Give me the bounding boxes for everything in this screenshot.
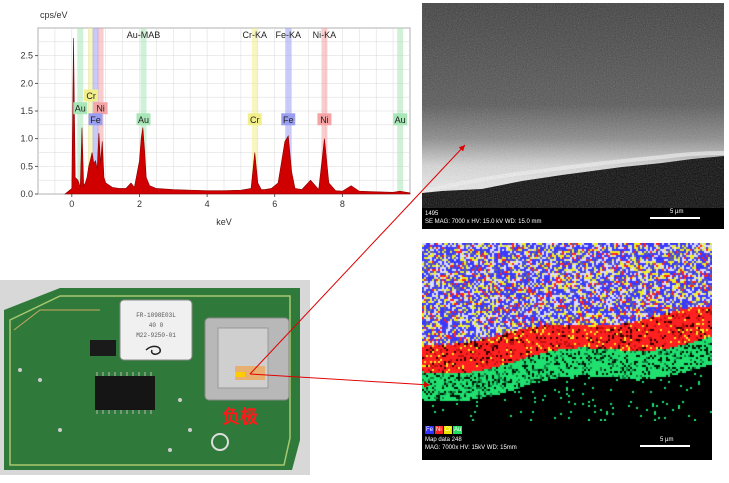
pcb-photo: FR-1098E03L 40 0 M22-9250-01 负极 (0, 280, 310, 475)
element-tag-label: Au (395, 115, 406, 125)
line-label: Fe-KA (275, 30, 301, 40)
y-tick-label: 2.0 (20, 78, 33, 88)
map-scale-bar (640, 445, 690, 447)
element-tag-box (84, 89, 99, 102)
element-tag-label: Au (75, 104, 86, 114)
map-title: Map data 248 (425, 437, 462, 443)
element-tag-box (136, 113, 151, 126)
chip-text-2: 40 0 (149, 322, 164, 329)
element-tag-box (73, 102, 88, 115)
element-line-highlight (88, 28, 95, 194)
chip-text-1: FR-1098E03L (136, 312, 176, 319)
map-legend-item: Cr (443, 426, 453, 434)
negative-label: 负极 (222, 406, 259, 428)
map-scale-label: 5 µm (660, 437, 674, 443)
element-tag-label: Cr (86, 91, 96, 101)
sem-image: 1495 SE MAG: 7000 x HV: 15.0 kV WD: 15.0… (422, 3, 724, 229)
element-tag-box (247, 113, 262, 126)
sem-micrograph (422, 3, 724, 229)
ic-chip (95, 376, 155, 410)
map-legend-item: Ni (435, 426, 443, 434)
sem-scale-bar (650, 217, 700, 219)
y-tick-label: 1.5 (20, 106, 33, 116)
sem-id-label: 1495 (425, 211, 439, 217)
element-line-highlight (285, 28, 292, 194)
eds-map-canvas (422, 243, 712, 421)
line-label: Ni-KA (313, 30, 337, 40)
sem-scale-label: 5 µm (670, 209, 684, 215)
y-tick-label: 0.5 (20, 161, 33, 171)
element-tag-label: Ni (320, 115, 329, 125)
y-tick-label: 2.5 (20, 51, 33, 61)
label-sticker (119, 299, 193, 361)
map-info: MAG: 7000x HV: 15kV WD: 15mm (425, 445, 517, 451)
map-legend-item: Fe (425, 426, 435, 434)
x-axis-label: keV (216, 217, 232, 227)
chip-text-3: M22-9250-01 (136, 332, 176, 339)
element-tag-label: Fe (283, 115, 294, 125)
x-tick-label: 8 (340, 199, 345, 209)
map-legend: Fe Ni Cr Au (425, 426, 463, 434)
element-tag-label: Fe (90, 115, 101, 125)
y-tick-label: 0.0 (20, 189, 33, 199)
element-tag-box (317, 113, 332, 126)
element-line-highlight (140, 28, 147, 194)
element-line-highlight (251, 28, 258, 194)
element-tag-label: Au (138, 115, 149, 125)
element-tag-box (393, 113, 408, 126)
eds-map-image: Fe Ni Cr Au Map data 248 MAG: 7000x HV: 15k… (422, 243, 712, 460)
element-line-highlight (397, 28, 404, 194)
x-tick-label: 0 (69, 199, 74, 209)
element-tag-label: Cr (250, 115, 260, 125)
x-tick-label: 6 (272, 199, 277, 209)
y-tick-label: 1.0 (20, 134, 33, 144)
element-tag-label: Ni (96, 104, 105, 114)
element-tag-box (93, 102, 108, 115)
element-line-highlight (321, 28, 328, 194)
element-tag-box (88, 113, 103, 126)
line-label: Au-MAB (127, 30, 161, 40)
y-axis-label: cps/eV (40, 10, 68, 20)
sem-info-label: SE MAG: 7000 x HV: 15.0 kV WD: 15.0 mm (425, 219, 542, 225)
x-tick-label: 4 (205, 199, 210, 209)
line-labels: Au-MAB Cr-KA Fe-KA Ni-KA (127, 30, 336, 40)
line-label: Cr-KA (243, 30, 268, 40)
map-legend-item: Au (453, 426, 463, 434)
x-tick-label: 2 (137, 199, 142, 209)
element-tag-box (281, 113, 296, 126)
